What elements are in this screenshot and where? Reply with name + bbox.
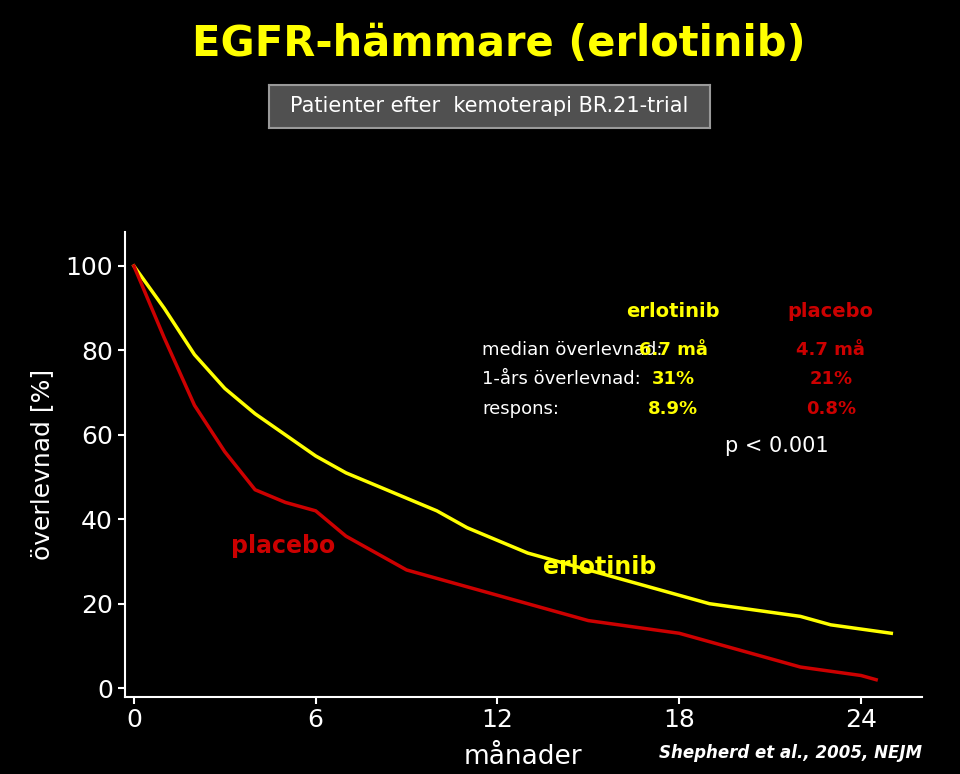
Text: Shepherd et al., 2005, NEJM: Shepherd et al., 2005, NEJM <box>659 745 922 762</box>
Text: 31%: 31% <box>652 370 695 389</box>
Text: 6.7 må: 6.7 må <box>638 341 708 358</box>
Text: 21%: 21% <box>809 370 852 389</box>
Text: respons:: respons: <box>482 399 560 418</box>
Text: Patienter efter  kemoterapi BR.21-trial: Patienter efter kemoterapi BR.21-trial <box>291 97 688 116</box>
Text: 1-års överlevnad:: 1-års överlevnad: <box>482 370 641 389</box>
Text: erlotinib: erlotinib <box>543 555 657 579</box>
Text: placebo: placebo <box>788 302 874 320</box>
Text: median överlevnad:: median överlevnad: <box>482 341 662 358</box>
Text: EGFR-hämmare (erlotinib): EGFR-hämmare (erlotinib) <box>192 23 806 65</box>
Text: 4.7 må: 4.7 må <box>796 341 865 358</box>
Y-axis label: överlevnad [%]: överlevnad [%] <box>31 369 55 560</box>
Text: p < 0.001: p < 0.001 <box>725 436 828 456</box>
Text: placebo: placebo <box>230 534 335 558</box>
Text: erlotinib: erlotinib <box>627 302 720 320</box>
Text: 0.8%: 0.8% <box>805 399 855 418</box>
Text: 8.9%: 8.9% <box>648 399 698 418</box>
X-axis label: månader: månader <box>464 744 583 769</box>
